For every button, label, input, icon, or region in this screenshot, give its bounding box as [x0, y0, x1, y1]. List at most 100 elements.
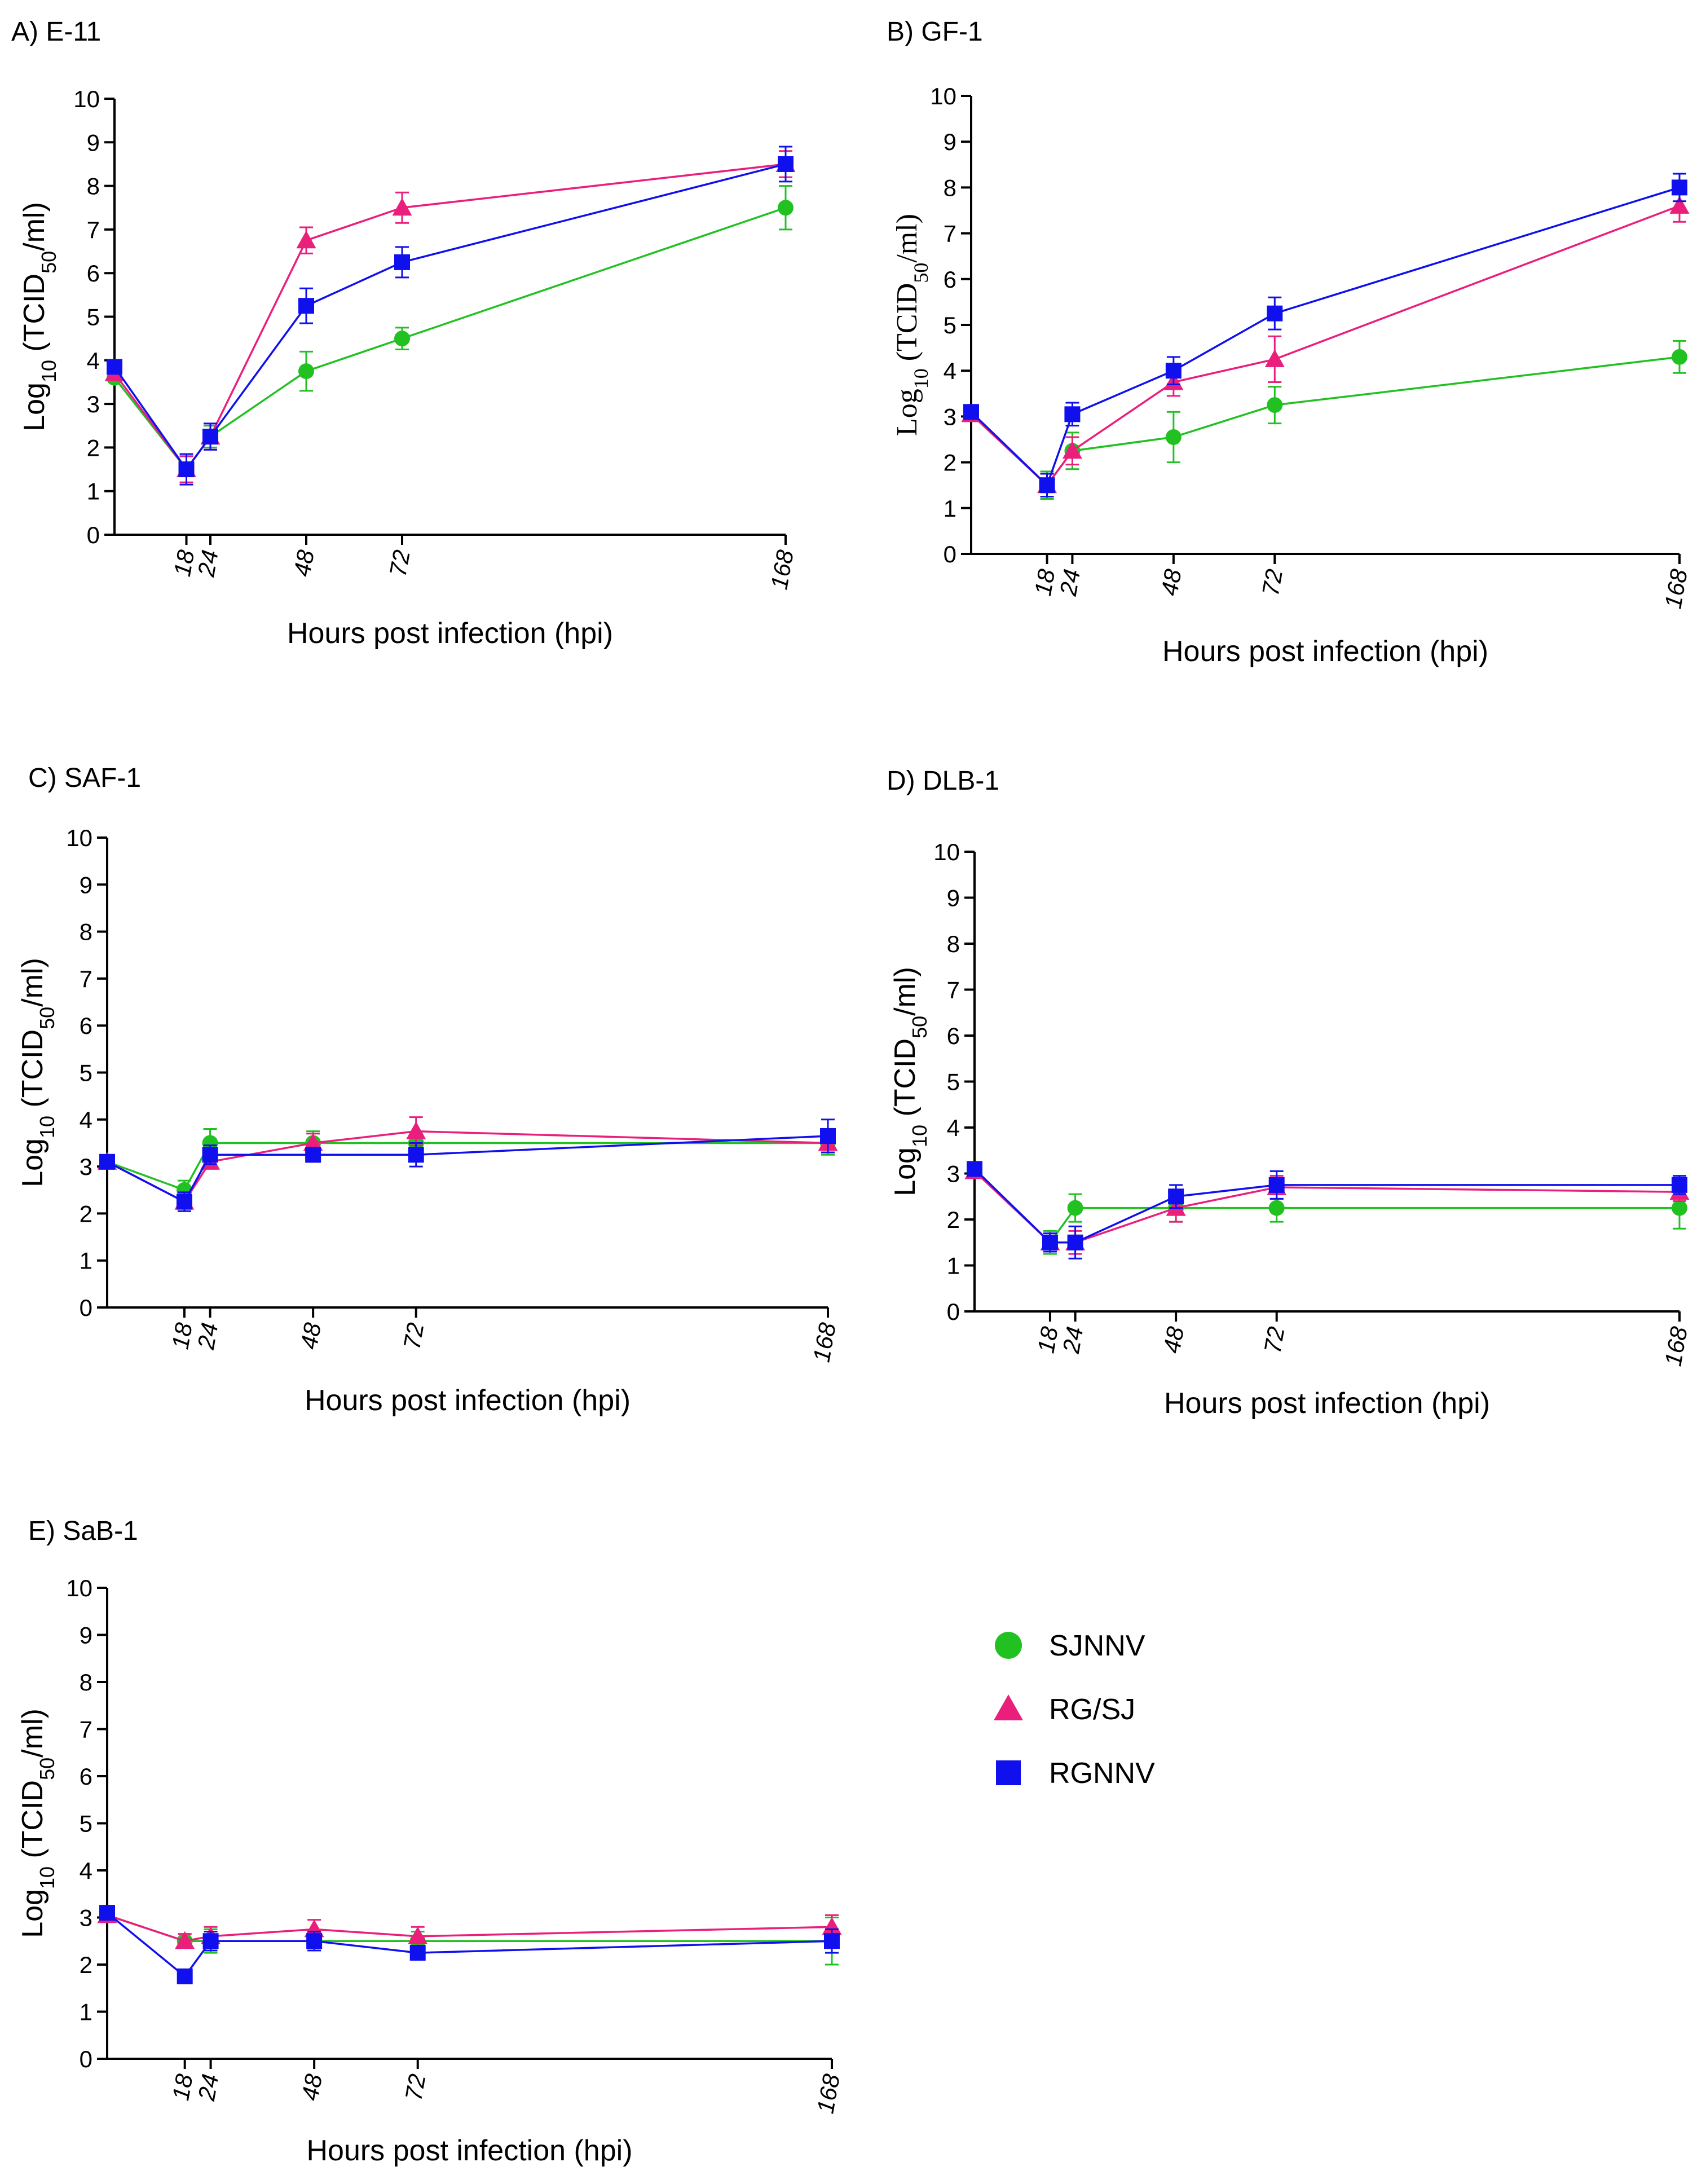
data-point-rgnnv: [178, 461, 195, 478]
y-tick-label: 7: [80, 1716, 92, 1743]
y-axis-label-part: (TCID: [18, 274, 51, 360]
legend: SJNNV RG/SJ RGNNV: [994, 1630, 1155, 1790]
x-tick-label: 72: [1257, 567, 1288, 597]
y-tick-label: 4: [80, 1857, 92, 1884]
x-tick-label: 72: [1259, 1324, 1289, 1355]
data-point-rg-sj: [304, 1919, 324, 1938]
y-axis-label-part: /ml): [889, 967, 922, 1016]
data-point-rgnnv: [177, 1968, 193, 1984]
data-point-sjnnv: [778, 200, 794, 216]
y-tick-label: 5: [80, 1811, 92, 1837]
legend-item-rg-sj: RG/SJ: [994, 1693, 1135, 1726]
y-tick-label: 6: [80, 1763, 92, 1790]
y-tick-label: 6: [944, 266, 956, 293]
y-tick-label: 7: [87, 217, 100, 243]
y-axis-label: Log10 (TCID50/ml): [889, 967, 931, 1196]
y-tick-label: 3: [80, 1905, 92, 1931]
x-tick-label: 24: [192, 1320, 223, 1351]
panel-title: A) E-11: [11, 17, 101, 47]
data-point-rgnnv: [305, 1147, 321, 1163]
y-tick-label: 8: [947, 931, 960, 957]
y-axis-label-part: /ml): [891, 214, 923, 263]
data-point-rgnnv: [99, 1905, 115, 1921]
data-point-rgnnv: [176, 1194, 192, 1210]
legend-label: RG/SJ: [1049, 1693, 1135, 1726]
y-axis-label-part: Log: [18, 382, 51, 431]
x-tick-label: 24: [192, 548, 223, 579]
y-axis-label-subscript: 10: [36, 1116, 59, 1138]
series-line-rgnnv: [113, 163, 786, 472]
y-tick-label: 7: [947, 977, 960, 1003]
x-tick-label: 18: [167, 2072, 198, 2103]
data-point-rgnnv: [99, 1153, 115, 1170]
data-point-sjnnv: [1672, 1200, 1687, 1216]
y-tick-label: 1: [944, 495, 956, 522]
y-tick-label: 1: [87, 478, 100, 505]
y-tick-label: 4: [80, 1107, 92, 1133]
data-point-rg-sj: [1264, 349, 1285, 367]
y-tick-label: 10: [930, 83, 956, 109]
data-point-rg-sj: [408, 1926, 428, 1944]
x-tick-label: 72: [400, 2072, 430, 2102]
panel-title: C) SAF-1: [28, 763, 141, 793]
x-tick-label: 48: [1158, 1324, 1189, 1355]
x-tick-label: 18: [169, 548, 200, 579]
y-tick-label: 6: [87, 260, 100, 287]
y-tick-label: 2: [944, 450, 956, 476]
series-rgnnv: [107, 146, 794, 486]
data-point-rgnnv: [1064, 406, 1081, 422]
y-tick-label: 1: [80, 1999, 92, 2026]
data-point-rg-sj: [1669, 196, 1690, 214]
y-tick-label: 8: [944, 174, 956, 201]
y-axis-label-part: /ml): [16, 958, 49, 1007]
data-point-rgnnv: [408, 1147, 424, 1163]
legend-marker-sjnnv: [995, 1632, 1022, 1659]
y-axis-label-part: Log: [16, 1138, 49, 1187]
y-tick-label: 2: [80, 1200, 92, 1227]
y-tick-label: 8: [80, 1669, 92, 1696]
y-axis-label-subscript: 50: [908, 1016, 931, 1038]
x-tick-label: 18: [1029, 567, 1060, 598]
y-tick-label: 9: [87, 129, 100, 156]
y-tick-label: 5: [87, 304, 100, 331]
y-axis-label-part: (TCID: [891, 283, 923, 369]
x-tick-label: 72: [384, 548, 415, 578]
x-tick-label: 18: [1032, 1324, 1063, 1355]
y-axis-label-part: Log: [891, 389, 923, 436]
data-point-rg-sj: [175, 1931, 195, 1949]
legend-marker-rgnnv: [996, 1760, 1021, 1785]
x-tick-label: 72: [398, 1320, 429, 1351]
panel-title: B) GF-1: [887, 17, 983, 47]
y-tick-label: 7: [944, 221, 956, 247]
x-tick-label: 18: [166, 1320, 197, 1351]
y-tick-label: 3: [87, 391, 100, 417]
data-point-rg-sj: [303, 1133, 323, 1151]
y-tick-label: 9: [944, 129, 956, 155]
y-tick-label: 8: [87, 173, 100, 200]
y-axis-label-subscript: 50: [36, 1007, 59, 1029]
y-axis-label-part: Log: [889, 1147, 922, 1196]
x-tick-label: 48: [1156, 567, 1187, 598]
series-line-rgnnv: [970, 186, 1680, 487]
series-rgnnv: [99, 1119, 836, 1212]
data-point-rgnnv: [1168, 1188, 1184, 1205]
x-axis-label: Hours post infection (hpi): [1164, 1387, 1490, 1420]
x-tick-label: 48: [297, 2072, 328, 2103]
data-point-sjnnv: [1267, 397, 1283, 413]
x-tick-label: 48: [296, 1320, 327, 1351]
y-axis-label-part: (TCID: [16, 1780, 49, 1866]
y-tick-label: 0: [80, 1294, 92, 1321]
data-point-rgnnv: [409, 1945, 426, 1961]
y-axis-label-subscript: 50: [37, 251, 60, 274]
y-axis-label-subscript: 50: [910, 263, 932, 283]
legend-marker-rg-sj: [994, 1694, 1023, 1720]
data-point-rgnnv: [778, 156, 794, 172]
data-point-rgnnv: [202, 1933, 219, 1949]
y-tick-label: 0: [947, 1298, 960, 1325]
data-point-rgnnv: [394, 254, 410, 270]
data-point-sjnnv: [1672, 349, 1687, 365]
